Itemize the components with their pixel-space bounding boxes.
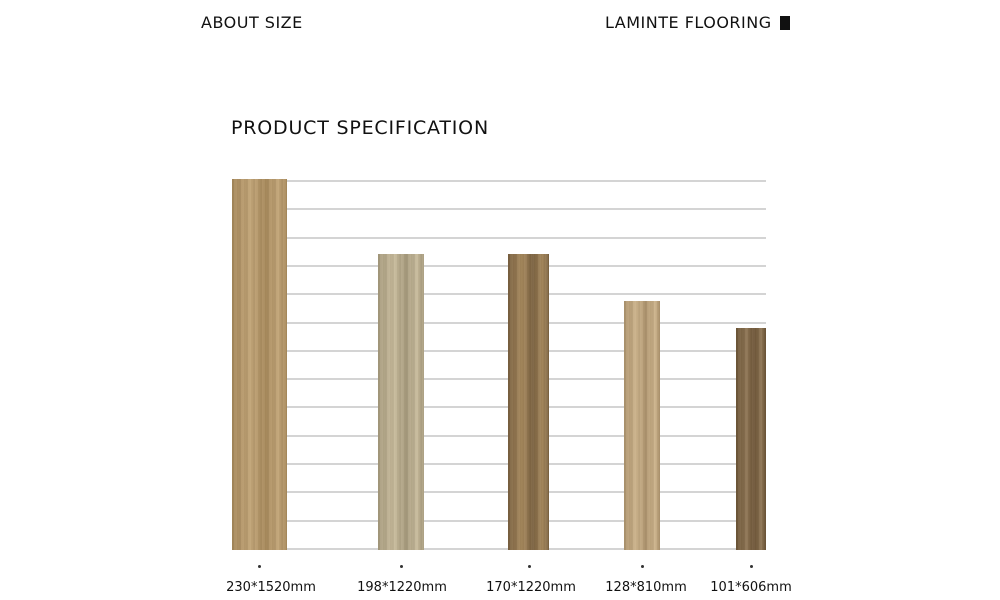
grid-line (232, 491, 766, 494)
plank-image (232, 179, 287, 550)
bullet-dot (258, 565, 261, 568)
size-label: 198*1220mm (357, 580, 447, 595)
size-label: 170*1220mm (486, 580, 576, 595)
plank-image (378, 254, 424, 550)
grid-line (232, 406, 766, 409)
grid-line (232, 293, 766, 296)
brand-title: LAMINTE FLOORING (605, 13, 790, 32)
bullet-dot (400, 565, 403, 568)
grid-line (232, 547, 766, 550)
grid-line (232, 378, 766, 381)
brand-label: LAMINTE FLOORING (605, 13, 772, 32)
bullet-dot (528, 565, 531, 568)
bullet-dot (750, 565, 753, 568)
grid-line (232, 321, 766, 324)
size-label: 101*606mm (710, 580, 792, 595)
grid-line (232, 434, 766, 437)
square-icon (779, 15, 790, 30)
grid-line (232, 236, 766, 239)
grid-line (232, 463, 766, 465)
plank-image (508, 254, 549, 550)
grid-line (232, 264, 766, 267)
grid-line (232, 349, 766, 352)
grid-line (232, 519, 766, 522)
grid-line (232, 208, 766, 211)
section-title-about-size: ABOUT SIZE (201, 13, 303, 32)
size-label: 230*1520mm (226, 580, 316, 595)
bullet-dot (641, 565, 644, 568)
plank-image (736, 328, 766, 550)
grid-line (232, 180, 766, 182)
size-label: 128*810mm (605, 580, 687, 595)
plank-image (624, 301, 660, 550)
page-title: PRODUCT SPECIFICATION (231, 117, 489, 139)
